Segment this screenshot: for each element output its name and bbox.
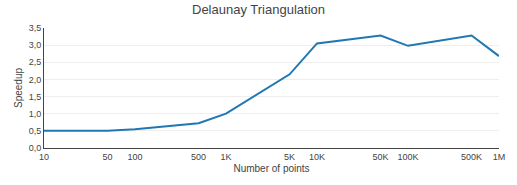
- svg-text:5K: 5K: [284, 152, 295, 162]
- svg-text:1M: 1M: [493, 152, 506, 162]
- svg-text:Delaunay Triangulation: Delaunay Triangulation: [192, 2, 325, 17]
- svg-text:100K: 100K: [397, 152, 418, 162]
- svg-text:0,0: 0,0: [29, 143, 42, 153]
- svg-text:100: 100: [127, 152, 142, 162]
- svg-text:500K: 500K: [461, 152, 482, 162]
- svg-text:10K: 10K: [309, 152, 325, 162]
- svg-text:50: 50: [103, 152, 113, 162]
- svg-text:1,0: 1,0: [29, 109, 42, 119]
- svg-text:2,0: 2,0: [29, 75, 42, 85]
- svg-text:Speedup: Speedup: [13, 68, 24, 108]
- svg-text:3,0: 3,0: [29, 40, 42, 50]
- svg-text:3,5: 3,5: [29, 23, 42, 33]
- svg-text:500: 500: [191, 152, 206, 162]
- svg-text:0,5: 0,5: [29, 126, 42, 136]
- svg-text:2,5: 2,5: [29, 57, 42, 67]
- svg-text:1,5: 1,5: [29, 92, 42, 102]
- svg-text:Number of points: Number of points: [233, 163, 309, 174]
- svg-text:10: 10: [39, 152, 49, 162]
- svg-text:50K: 50K: [373, 152, 389, 162]
- svg-text:1K: 1K: [220, 152, 231, 162]
